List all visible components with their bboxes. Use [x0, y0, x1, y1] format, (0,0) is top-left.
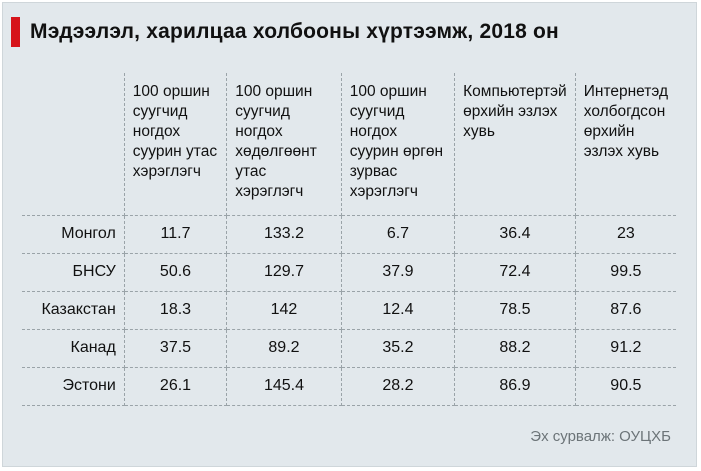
- country-cell: Канад: [22, 328, 125, 368]
- value-cell: 37.9: [340, 252, 456, 292]
- value-cell: 133.2: [226, 214, 342, 254]
- value-cell: 88.2: [454, 328, 576, 368]
- value-cell: 12.4: [340, 290, 456, 330]
- value-cell: 37.5: [123, 328, 228, 368]
- value-cell: 50.6: [123, 252, 228, 292]
- value-cell: 11.7: [123, 214, 228, 254]
- country-cell: Монгол: [22, 214, 125, 254]
- value-cell: 28.2: [340, 366, 456, 406]
- header-row: 100 оршин суугчид ногдох суурин утас хэр…: [22, 73, 676, 216]
- header-computer-households: Компьютертэй өрхийн эзлэх хувь: [454, 73, 576, 216]
- value-cell: 35.2: [340, 328, 456, 368]
- value-cell: 142: [226, 290, 342, 330]
- data-table: 100 оршин суугчид ногдох суурин утас хэр…: [22, 73, 676, 406]
- value-cell: 86.9: [454, 366, 576, 406]
- country-cell: Эстони: [22, 366, 125, 406]
- country-cell: БНСУ: [22, 252, 125, 292]
- title-bar: Мэдээлэл, харилцаа холбооны хүртээмж, 20…: [11, 13, 691, 51]
- table-row: Эстони 26.1 145.4 28.2 86.9 90.5: [22, 366, 676, 406]
- header-internet-households: Интернетэд холбогдсон өрхийн эзлэх хувь: [574, 73, 676, 216]
- value-cell: 99.5: [574, 252, 676, 292]
- header-corner-cell: [22, 73, 125, 216]
- value-cell: 145.4: [226, 366, 342, 406]
- header-broadband: 100 оршин суугчид ногдох суурин өргөн зу…: [340, 73, 456, 216]
- value-cell: 36.4: [454, 214, 576, 254]
- value-cell: 91.2: [574, 328, 676, 368]
- table-row: Монгол 11.7 133.2 6.7 36.4 23: [22, 214, 676, 254]
- value-cell: 78.5: [454, 290, 576, 330]
- value-cell: 129.7: [226, 252, 342, 292]
- title-accent-bar: [11, 17, 20, 47]
- value-cell: 90.5: [574, 366, 676, 406]
- table-row: Канад 37.5 89.2 35.2 88.2 91.2: [22, 328, 676, 368]
- value-cell: 87.6: [574, 290, 676, 330]
- value-cell: 18.3: [123, 290, 228, 330]
- value-cell: 89.2: [226, 328, 342, 368]
- header-fixed-phone: 100 оршин суугчид ногдох суурин утас хэр…: [123, 73, 228, 216]
- value-cell: 72.4: [454, 252, 576, 292]
- page-title: Мэдээлэл, харилцаа холбооны хүртээмж, 20…: [30, 20, 559, 43]
- table-row: Казакстан 18.3 142 12.4 78.5 87.6: [22, 290, 676, 330]
- value-cell: 23: [574, 214, 676, 254]
- value-cell: 26.1: [123, 366, 228, 406]
- header-mobile-phone: 100 оршин суугчид ногдох хөдөлгөөнт утас…: [226, 73, 342, 216]
- table-row: БНСУ 50.6 129.7 37.9 72.4 99.5: [22, 252, 676, 292]
- value-cell: 6.7: [340, 214, 456, 254]
- country-cell: Казакстан: [22, 290, 125, 330]
- source-note: Эх сурвалж: ОУЦХБ: [530, 428, 671, 445]
